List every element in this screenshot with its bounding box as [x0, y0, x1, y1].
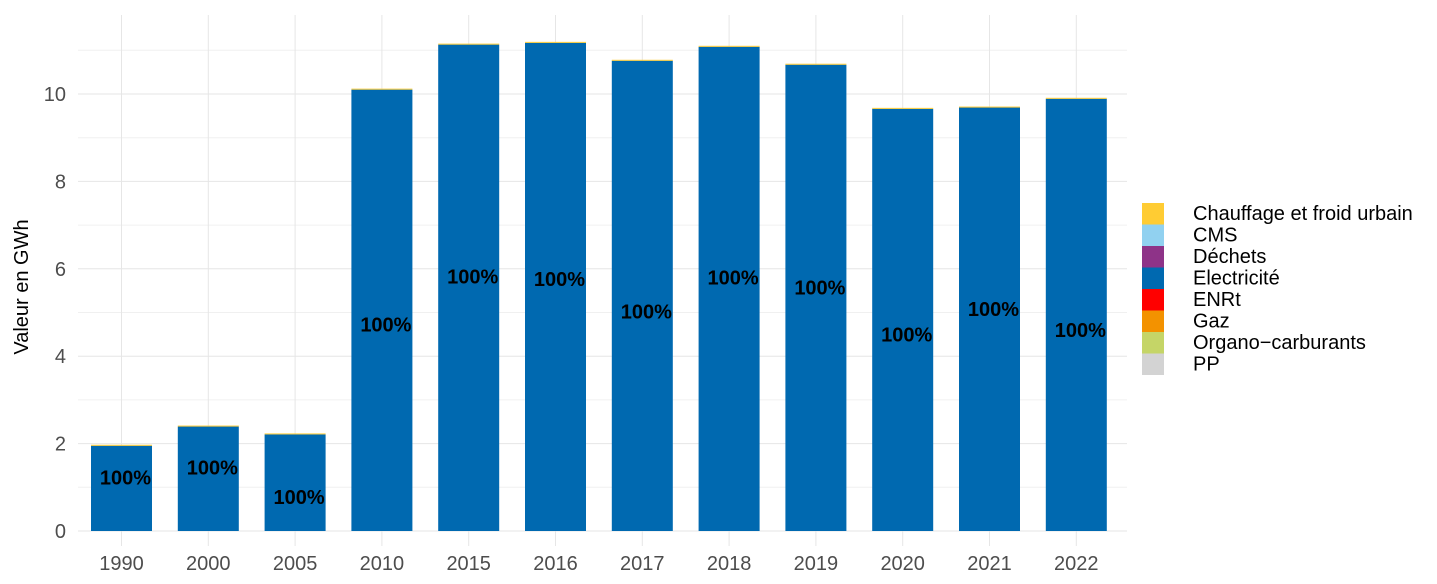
bar-segment — [959, 106, 1020, 108]
legend-swatch — [1142, 224, 1164, 246]
bar-segment — [785, 64, 847, 531]
bar-segment — [438, 43, 500, 45]
x-tick-label: 2000 — [186, 553, 231, 575]
bar-segment — [959, 107, 1020, 531]
legend-label: Gaz — [1193, 311, 1230, 333]
bar-segment — [525, 42, 586, 531]
bar-segment — [264, 434, 326, 531]
y-tick-label: 0 — [55, 521, 66, 543]
bar-segment — [611, 60, 673, 532]
bar-segment — [1045, 98, 1107, 531]
legend-label: Electricité — [1193, 268, 1280, 290]
bar-segment — [91, 444, 152, 446]
bar-segment — [351, 89, 413, 531]
data-label: 100% — [274, 487, 325, 509]
legend-label: Déchets — [1193, 246, 1266, 268]
data-label: 100% — [534, 269, 585, 291]
x-tick-label: 2019 — [794, 553, 839, 575]
legend-label: Organo−carburants — [1193, 332, 1366, 354]
legend-label: Chauffage et froid urbain — [1193, 203, 1413, 225]
bar-segment — [525, 41, 586, 43]
bar-segment — [438, 44, 500, 532]
legend-swatch — [1142, 203, 1164, 225]
x-tick-label: 2021 — [967, 553, 1012, 575]
y-tick-label: 2 — [55, 434, 66, 456]
legend-swatch — [1142, 267, 1164, 289]
x-tick-label: 2018 — [707, 553, 752, 575]
y-tick-label: 8 — [55, 171, 66, 193]
bar-segment — [785, 63, 847, 65]
data-label: 100% — [881, 324, 932, 346]
data-label: 100% — [100, 468, 151, 490]
bar-segment — [611, 59, 673, 61]
x-tick-label: 2020 — [880, 553, 925, 575]
data-label: 100% — [360, 315, 411, 337]
bar-segment — [872, 108, 934, 531]
y-tick-label: 6 — [55, 259, 66, 281]
data-label: 100% — [794, 278, 845, 300]
data-label: 100% — [1055, 320, 1106, 342]
x-tick-label: 2005 — [273, 553, 318, 575]
x-tick-label: 2015 — [446, 553, 491, 575]
x-tick-label: 2010 — [360, 553, 405, 575]
data-label: 100% — [187, 458, 238, 480]
data-label: 100% — [447, 267, 498, 289]
y-axis-label: Valeur en GWh — [11, 219, 33, 354]
x-tick-label: 1990 — [99, 553, 144, 575]
bar-segment — [264, 433, 326, 435]
data-label: 100% — [621, 302, 672, 324]
y-tick-label: 10 — [44, 84, 66, 106]
bar-segment — [1045, 97, 1107, 99]
bar-segment — [698, 45, 760, 47]
bar-segment — [177, 426, 239, 531]
bar-segment — [177, 425, 239, 427]
legend-swatch — [1142, 246, 1164, 268]
x-tick-label: 2017 — [620, 553, 665, 575]
bar-segment — [698, 46, 760, 531]
x-axis: 1990 2000 2005 2010 2015 2016 2017 2018 2019 2020… — [99, 553, 1098, 575]
y-axis: 0 2 4 6 8 10 — [44, 84, 66, 543]
bar-segment — [91, 445, 152, 531]
legend-label: ENRt — [1193, 289, 1241, 311]
bars — [91, 41, 1107, 532]
bar-segment — [351, 88, 413, 90]
legend-swatch — [1142, 310, 1164, 332]
x-tick-label: 2022 — [1054, 553, 1099, 575]
legend-label: PP — [1193, 354, 1220, 376]
x-tick-label: 2016 — [533, 553, 578, 575]
data-label: 100% — [968, 299, 1019, 321]
data-label: 100% — [708, 268, 759, 290]
legend: Chauffage et froid urbainCMSDéchetsElect… — [1142, 203, 1413, 376]
legend-swatch — [1142, 353, 1164, 375]
bar-segment — [872, 107, 934, 109]
legend-label: CMS — [1193, 225, 1237, 247]
data-labels: 100% 100% 100% 100% 100% 100% 100% 100% 100% 100%… — [100, 267, 1106, 509]
y-tick-label: 4 — [55, 346, 66, 368]
legend-swatch — [1142, 289, 1164, 311]
legend-swatch — [1142, 332, 1164, 354]
